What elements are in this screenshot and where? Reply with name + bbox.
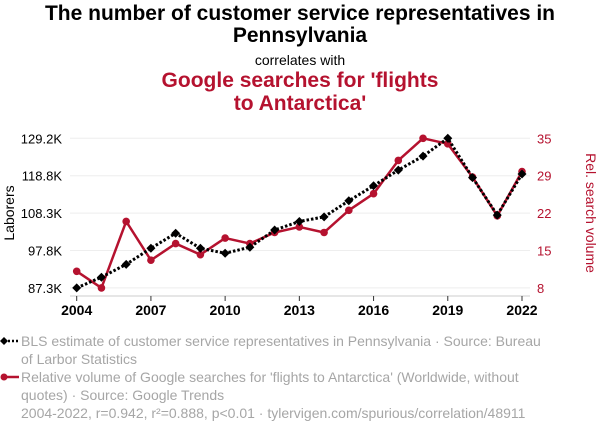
data-point-laborers [72,283,82,293]
data-point-laborers [220,248,230,258]
footer-stats: 2004-2022, r=0.942, r²=0.888, p<0.01 · t… [21,405,526,421]
data-point-laborers [171,228,181,238]
x-tick-label: 2010 [210,302,241,318]
data-point-search-volume [221,234,229,242]
gridlines [70,137,530,289]
data-point-laborers [195,243,205,253]
legend-label-search-volume: Relative volume of Google searches for '… [21,369,519,403]
chart-subtitle-text: Google searches for 'flights to Antarcti… [161,69,439,115]
data-point-laborers [319,212,329,222]
y-left-tick-label: 108.3K [21,206,63,221]
series-laborers [72,133,527,293]
y-left-tick-label: 118.8K [22,169,63,184]
data-point-search-volume [345,206,353,215]
x-tick-label: 2007 [135,302,166,318]
data-point-laborers [121,259,131,269]
chart-title: The number of customer service represent… [44,2,556,47]
data-point-search-volume [295,223,304,231]
data-point-search-volume [369,189,378,198]
x-tick-label: 2022 [506,302,537,318]
data-point-laborers [393,165,403,175]
y-axis-left: 87.3K 97.8K 108.3K 118.8K 129.2K [21,131,63,296]
data-point-search-volume [122,217,130,226]
data-point-laborers [369,181,379,191]
data-point-laborers [418,151,428,161]
red-line-circle-icon [0,373,19,381]
legend-label-laborers: BLS estimate of customer service represe… [21,333,541,367]
y-right-tick-label: 8 [537,281,544,296]
x-tick-label: 2004 [61,302,92,318]
x-axis-ticks: 2004 2007 2010 2013 2016 2019 2022 [61,296,538,318]
data-point-laborers [245,242,255,252]
chart-subtitle: Google searches for 'flights to Antarcti… [0,69,600,115]
black-dotted-line-diamond-icon [0,337,20,345]
x-tick-label: 2016 [358,302,389,318]
data-point-search-volume [419,134,427,143]
y-right-tick-label: 22 [537,206,551,221]
y-axis-right-label: Rel. search volume [583,153,599,273]
y-axis-left-label: Laborers [1,185,17,240]
data-point-search-volume [171,239,180,248]
data-point-search-volume [147,256,155,264]
data-point-search-volume [196,250,205,259]
data-point-laborers [96,272,106,282]
x-tick-label: 2013 [284,302,315,318]
data-point-laborers [344,196,354,206]
data-point-laborers [517,169,527,179]
data-point-laborers [443,133,453,143]
chart-connector-text: correlates with [254,52,346,68]
data-point-search-volume [72,267,81,276]
data-point-search-volume [320,228,328,237]
data-point-laborers [294,216,304,226]
y-left-tick-label: 87.3K [28,281,62,296]
y-right-tick-label: 15 [537,244,551,259]
data-point-laborers [468,173,478,183]
x-tick-label: 2019 [432,302,463,318]
y-left-tick-label: 129.2K [21,131,63,146]
y-axis-right: 8 15 22 29 35 [537,131,551,296]
data-point-laborers [492,210,502,220]
data-point-search-volume [394,156,403,165]
y-right-tick-label: 35 [537,131,551,146]
data-point-laborers [146,243,156,253]
y-right-tick-label: 29 [537,169,551,184]
y-left-tick-label: 97.8K [28,244,62,259]
data-point-search-volume [97,284,106,292]
data-point-laborers [270,225,280,235]
